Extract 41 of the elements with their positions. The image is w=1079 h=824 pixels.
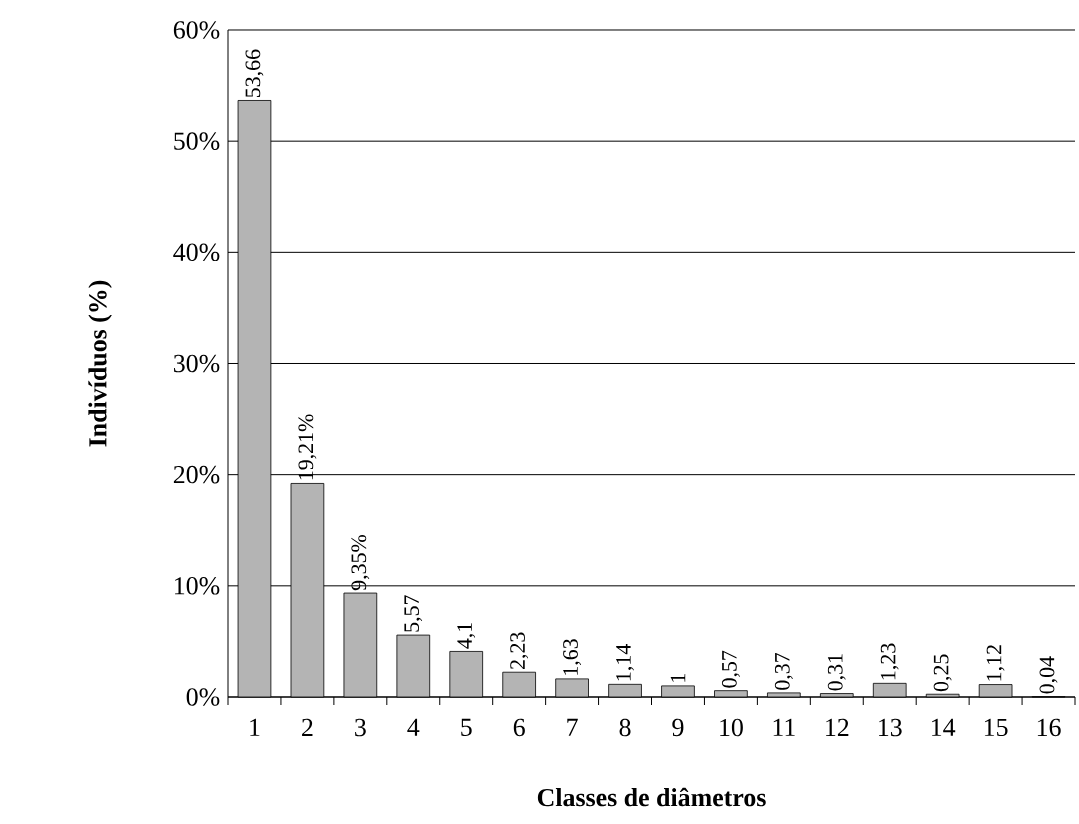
data-label: 1 [670,674,686,682]
x-tick-label: 14 [932,718,956,736]
x-tick-label: 6 [513,718,525,737]
x-tick-label: 8 [619,718,631,737]
x-tick-label: 16 [1037,718,1061,737]
x-tick-label: 12 [826,718,849,736]
data-label: 0,25 [933,654,952,692]
y-tick-label: 20% [173,465,220,484]
x-tick-label: 13 [879,718,902,737]
x-tick-label: 11 [773,718,795,736]
y-tick-label: 40% [173,243,220,262]
data-label: 9,35% [351,534,370,591]
x-axis-title: Classes de diâmetros [537,787,766,807]
y-tick-label: 0% [186,688,220,706]
data-label: 0,57 [721,650,740,688]
x-tick-label: 7 [567,718,578,736]
x-tick-label: 5 [461,718,472,736]
x-tick-label: 4 [407,718,420,736]
data-label: 2,23 [510,632,529,670]
data-label: 1,12 [986,645,1005,681]
data-label: 4,1 [457,623,476,649]
data-label: 1,63 [563,639,582,675]
data-label: 53,66 [245,49,264,97]
y-axis-title: Indivíduos (%) [88,280,112,447]
data-label: 0,31 [827,654,846,691]
x-tick-label: 15 [984,718,1008,737]
data-label: 19,21% [298,414,317,480]
data-label: 1,14 [616,644,634,681]
y-tick-label: 30% [173,354,220,373]
y-tick-label: 10% [175,577,220,595]
x-tick-label: 10 [720,718,743,737]
data-label: 1,23 [880,643,899,680]
x-tick-label: 3 [355,718,366,737]
x-tick-label: 1 [250,718,260,736]
x-tick-label: 2 [302,718,313,736]
y-tick-label: 50% [174,132,220,150]
x-tick-label: 9 [672,718,684,737]
data-label: 0,04 [1039,656,1058,694]
y-tick-label: 60% [173,21,220,39]
data-label: 5,57 [404,595,423,632]
data-label: 0,37 [774,652,793,690]
